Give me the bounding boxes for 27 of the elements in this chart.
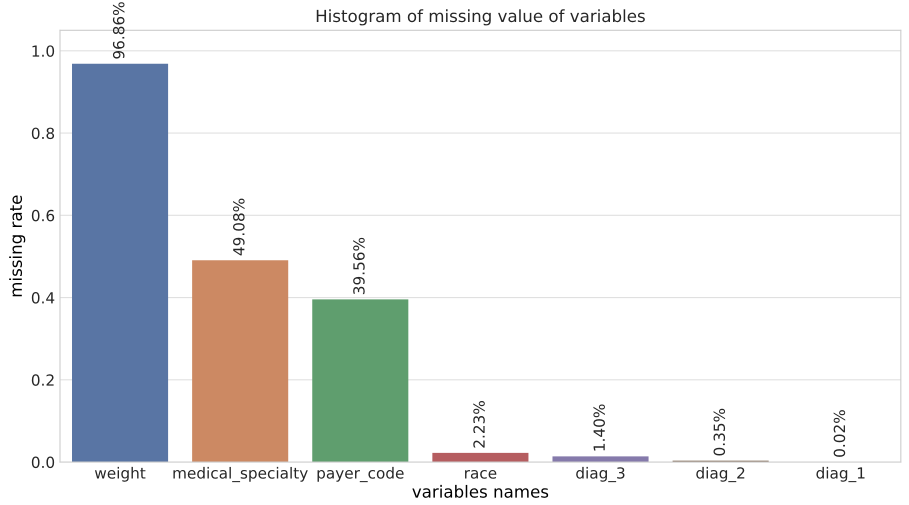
y-tick-label: 0.4 xyxy=(32,292,54,304)
chart-title: Histogram of missing value of variables xyxy=(316,9,645,26)
x-tick-label: diag_1 xyxy=(816,466,865,482)
y-tick-label: 0.0 xyxy=(32,456,54,468)
bar xyxy=(432,452,528,462)
x-tick-label: race xyxy=(465,470,496,479)
data-label: 1.40% xyxy=(593,404,605,450)
data-label: 39.56% xyxy=(353,238,365,294)
data-label: 49.08% xyxy=(233,198,245,256)
data-label: 0.02% xyxy=(834,410,846,457)
bar xyxy=(72,64,168,462)
x-tick-label: diag_3 xyxy=(576,466,624,482)
y-tick-label: 0.8 xyxy=(32,128,54,140)
x-tick-label: diag_2 xyxy=(696,466,744,482)
x-axis-title: variables names xyxy=(412,484,548,498)
data-label: 96.86% xyxy=(112,2,124,59)
bar xyxy=(312,299,408,462)
data-label: 2.23% xyxy=(473,401,485,448)
y-axis-title: missing rate xyxy=(9,195,26,296)
x-tick-label: medical_specialty xyxy=(173,466,308,482)
x-tick-label: weight xyxy=(94,466,146,482)
y-tick-label: 1.0 xyxy=(32,45,54,57)
bar xyxy=(192,260,288,462)
data-label: 0.35% xyxy=(714,408,726,456)
x-tick-label: payer_code xyxy=(318,466,404,482)
y-tick-label: 0.6 xyxy=(32,210,54,222)
y-tick-label: 0.2 xyxy=(32,374,54,386)
